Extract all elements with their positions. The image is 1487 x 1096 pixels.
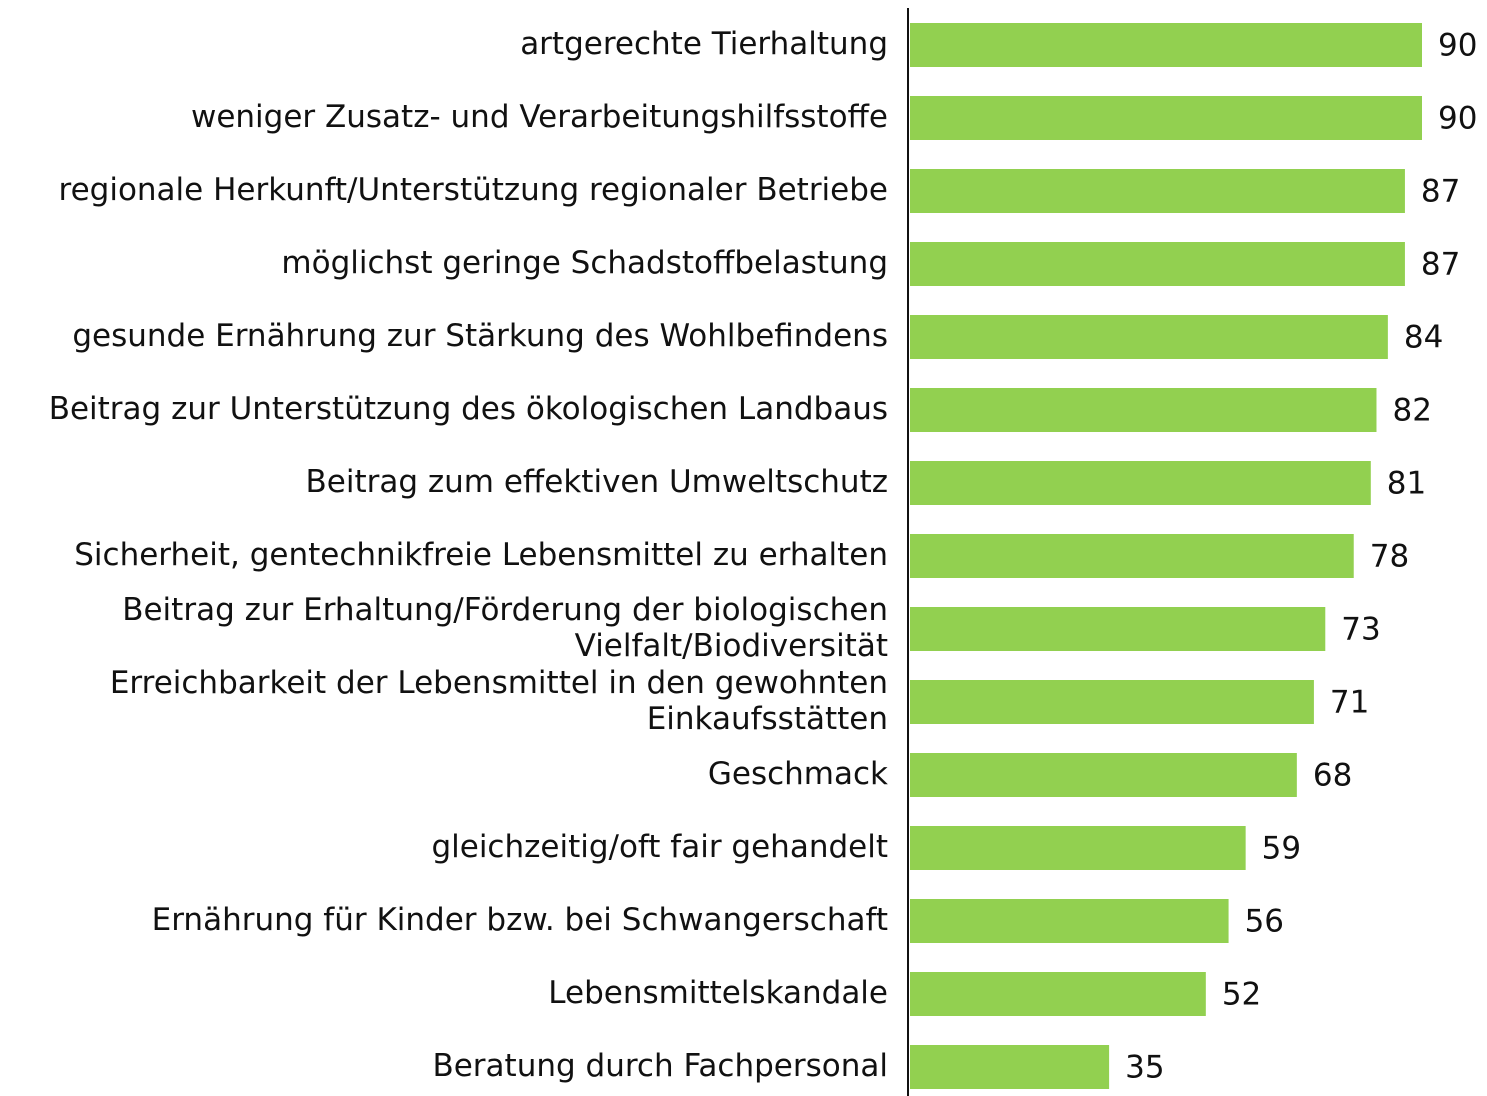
value-label: 71 — [1330, 685, 1369, 721]
bar — [910, 972, 1206, 1016]
value-label: 87 — [1421, 247, 1460, 283]
value-label: 84 — [1404, 320, 1443, 356]
bar — [910, 534, 1354, 578]
category-label: gesunde Ernährung zur Stärkung des Wohlb… — [72, 318, 888, 354]
bar — [910, 23, 1422, 67]
bar — [910, 242, 1405, 286]
bar — [910, 826, 1246, 870]
bar — [910, 461, 1371, 505]
value-label: 90 — [1438, 28, 1477, 64]
value-label: 78 — [1370, 539, 1409, 575]
category-label: Beitrag zur Erhaltung/Förderung der biol… — [122, 592, 888, 664]
value-label: 35 — [1125, 1050, 1164, 1086]
category-label: Sicherheit, gentechnikfreie Lebensmittel… — [74, 537, 888, 573]
category-label: gleichzeitig/oft fair gehandelt — [431, 829, 888, 865]
bar — [910, 1045, 1110, 1089]
bar — [910, 388, 1377, 432]
value-label: 82 — [1392, 393, 1431, 429]
category-label: Geschmack — [708, 756, 888, 792]
value-label: 73 — [1341, 612, 1380, 648]
value-label: 81 — [1387, 466, 1426, 502]
category-label: artgerechte Tierhaltung — [520, 26, 888, 62]
category-label: Erreichbarkeit der Lebensmittel in den g… — [110, 665, 888, 737]
bar — [910, 607, 1326, 651]
category-label: Beitrag zur Unterstützung des ökologisch… — [49, 391, 888, 427]
category-label: weniger Zusatz- und Verarbeitungshilfsst… — [191, 99, 888, 135]
category-label: regionale Herkunft/Unterstützung regiona… — [59, 172, 888, 208]
category-label: Beitrag zum effektiven Umweltschutz — [306, 464, 889, 500]
category-label: möglichst geringe Schadstoffbelastung — [281, 245, 888, 281]
value-label: 56 — [1245, 904, 1284, 940]
value-label: 59 — [1262, 831, 1301, 867]
category-label: Beratung durch Fachpersonal — [432, 1048, 888, 1084]
bar — [910, 899, 1229, 943]
value-label: 90 — [1438, 101, 1477, 137]
bar — [910, 96, 1422, 140]
bar — [910, 753, 1297, 797]
bar — [910, 680, 1314, 724]
bar — [910, 169, 1405, 213]
category-label: Ernährung für Kinder bzw. bei Schwangers… — [152, 902, 888, 938]
category-label: Lebensmittelskandale — [548, 975, 888, 1011]
value-label: 68 — [1313, 758, 1352, 794]
value-label: 52 — [1222, 977, 1261, 1013]
value-label: 87 — [1421, 174, 1460, 210]
bar — [910, 315, 1388, 359]
